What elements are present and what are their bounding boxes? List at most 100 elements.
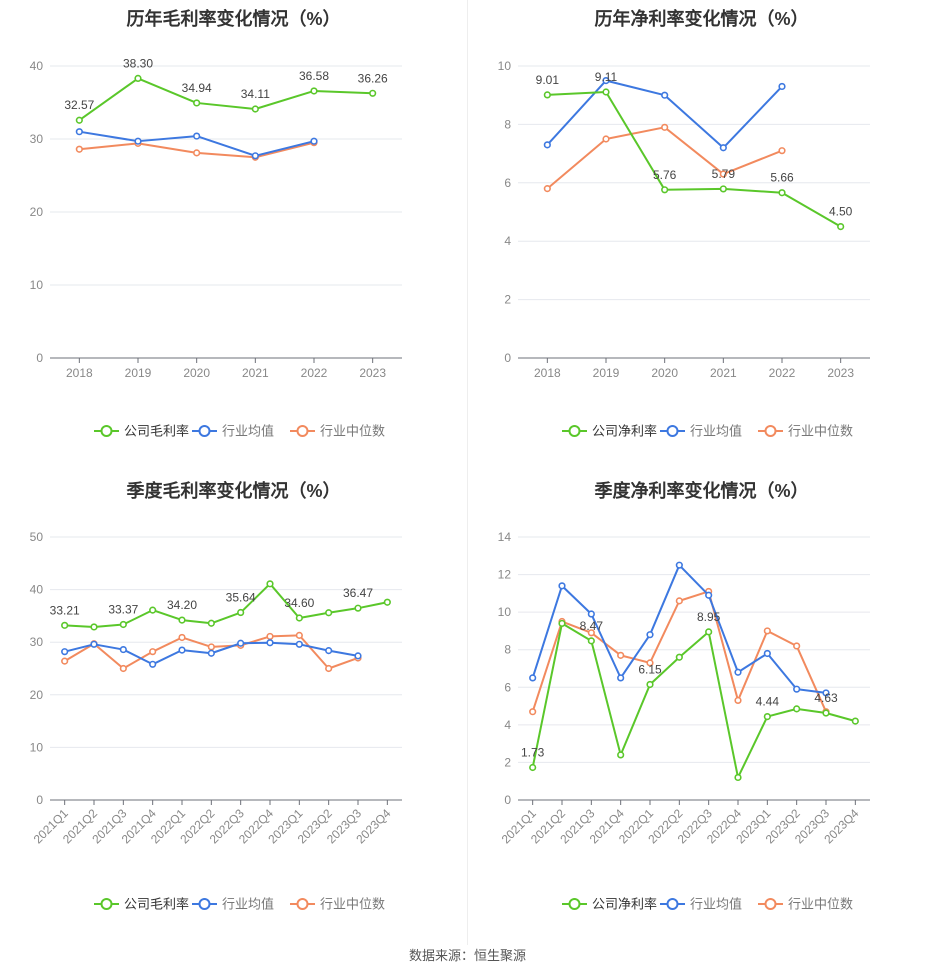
chart-panel-annual-net-margin: 历年净利率变化情况（%） 0 2 4 6 8 10 2018 2019 2020 2021 2022… (468, 0, 935, 472)
legend-marker (568, 425, 581, 437)
data-label: 4.50 (829, 205, 853, 219)
data-point (325, 664, 333, 673)
x-tick-label: 2022 (769, 366, 796, 380)
data-point (646, 631, 654, 639)
data-point (763, 649, 771, 658)
data-point (543, 141, 551, 149)
data-point (646, 659, 654, 667)
legend-marker (100, 425, 113, 437)
data-point (325, 609, 333, 617)
data-point (793, 685, 801, 693)
data-point (778, 147, 786, 155)
legend-item: 行业中位数 (758, 897, 853, 912)
data-point (134, 137, 142, 145)
data-point (602, 88, 610, 96)
data-point (543, 91, 551, 99)
y-tick-label: 40 (30, 583, 44, 597)
data-point (237, 608, 245, 617)
y-tick-label: 8 (504, 117, 511, 131)
data-point (793, 705, 801, 713)
data-point (295, 614, 303, 622)
legend-marker (764, 425, 777, 437)
data-point (310, 87, 318, 95)
data-label: 5.79 (712, 167, 736, 181)
y-tick-label: 30 (30, 635, 44, 649)
data-label: 34.60 (284, 596, 314, 610)
data-point (705, 628, 713, 636)
data-point (719, 185, 727, 193)
data-point (266, 632, 274, 641)
data-point (587, 637, 595, 645)
data-point (251, 105, 259, 113)
data-point (734, 696, 742, 705)
data-point (369, 89, 377, 97)
series-line-0 (531, 622, 856, 779)
data-point (251, 152, 259, 160)
legend-item: 行业均值 (660, 897, 742, 912)
y-tick-label: 0 (504, 793, 511, 807)
data-point (207, 619, 215, 627)
x-tick-label: 2019 (593, 366, 620, 380)
chart-svg: 0 10 20 30 40 2018 2019 2020 2021 2022 2023 32.57 38… (30, 56, 402, 439)
series-line-0 (547, 90, 842, 228)
legend-item: 公司毛利率 (94, 424, 189, 439)
data-point (763, 712, 771, 721)
chart-title: 历年净利率变化情况（%） (594, 9, 809, 29)
y-tick-label: 12 (498, 568, 512, 582)
x-tick-label: 2019 (125, 366, 152, 380)
chart-panel-quarterly-net-margin: 季度净利率变化情况（%） 0 2 4 6 8 10 12 14 2021Q1 2021Q2 2021… (468, 472, 935, 944)
legend-marker (100, 898, 113, 910)
series-line-0 (64, 582, 388, 628)
data-point (822, 709, 830, 717)
y-tick-label: 30 (30, 132, 44, 146)
data-point (178, 646, 186, 654)
legend-item: 行业均值 (192, 897, 274, 912)
data-point (661, 123, 669, 131)
y-tick-label: 10 (30, 278, 44, 292)
data-point (61, 657, 69, 665)
data-point (822, 689, 830, 697)
x-tick-label: 2020 (651, 366, 678, 380)
data-point (310, 137, 318, 145)
y-tick-label: 8 (504, 643, 511, 657)
y-tick-label: 50 (30, 530, 44, 544)
data-point (193, 132, 201, 140)
data-label: 4.63 (814, 691, 838, 705)
data-point (207, 649, 215, 657)
legend-marker (666, 425, 679, 437)
data-point (675, 653, 683, 661)
chart-title: 季度毛利率变化情况（%） (126, 481, 341, 501)
legend-label: 公司净利率 (592, 424, 657, 439)
x-tick-label: 2022 (301, 366, 328, 380)
data-point (383, 598, 391, 606)
data-source: 数据来源：恒生聚源 (408, 948, 526, 963)
data-label: 5.66 (770, 171, 794, 185)
chart-title: 季度净利率变化情况（%） (594, 481, 809, 501)
legend-label: 公司毛利率 (124, 897, 189, 912)
y-tick-label: 0 (36, 351, 43, 365)
data-point (237, 639, 245, 647)
data-point (661, 186, 669, 194)
series-line-1 (546, 79, 783, 149)
data-label: 4.44 (756, 695, 780, 709)
chart-svg: 024681012142021Q12021Q22021Q32021Q42022Q… (498, 530, 870, 912)
data-point (719, 144, 727, 152)
series-line-0 (78, 77, 373, 122)
data-point (178, 633, 186, 642)
legend-marker (296, 898, 309, 910)
panel-divider (467, 0, 468, 945)
legend-marker (198, 898, 211, 910)
data-label: 33.21 (50, 603, 80, 617)
legend-item: 公司净利率 (562, 424, 657, 439)
data-point (646, 680, 654, 689)
data-point (587, 610, 595, 618)
legend-label: 行业均值 (222, 897, 274, 912)
data-point (734, 773, 742, 782)
x-tick-label: 2023 (827, 366, 854, 380)
data-point (149, 660, 157, 668)
data-point (617, 651, 625, 659)
y-tick-label: 10 (498, 605, 512, 619)
data-point (193, 99, 201, 107)
data-point (295, 640, 303, 648)
chart-panel-annual-gross-margin: 历年毛利率变化情况（%） 0 10 20 30 40 2018 2019 2020 2021 20… (0, 0, 467, 472)
